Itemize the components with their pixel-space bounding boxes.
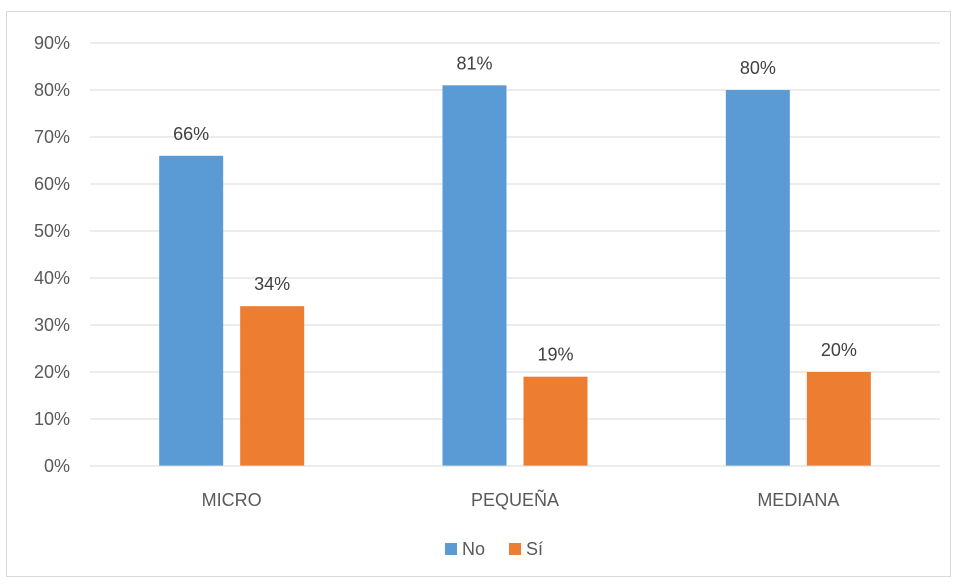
- data-label: 81%: [456, 53, 492, 73]
- legend-swatch-no: [445, 543, 457, 555]
- y-tick-label: 20%: [34, 362, 70, 382]
- bar-no: [725, 90, 790, 466]
- bar-no: [159, 155, 224, 467]
- bar-si: [806, 372, 871, 466]
- y-axis: 0% 10% 20% 30% 40% 50% 60% 70% 80% 90%: [34, 33, 70, 476]
- y-tick-label: 30%: [34, 315, 70, 335]
- x-axis: MICRO PEQUEÑA MEDIANA: [90, 465, 940, 510]
- data-label: 34%: [254, 274, 290, 294]
- x-tick-label: MEDIANA: [757, 490, 839, 510]
- bar-si: [523, 376, 588, 466]
- y-tick-label: 70%: [34, 127, 70, 147]
- y-tick-label: 40%: [34, 268, 70, 288]
- y-tick-label: 0%: [44, 456, 70, 476]
- legend-swatch-si: [509, 543, 521, 555]
- y-tick-label: 10%: [34, 409, 70, 429]
- bar-si: [240, 306, 305, 466]
- data-label: 20%: [821, 340, 857, 360]
- y-tick-label: 60%: [34, 174, 70, 194]
- legend: No Sí: [445, 539, 543, 559]
- data-label: 66%: [173, 124, 209, 144]
- data-label: 80%: [740, 58, 776, 78]
- y-tick-label: 50%: [34, 221, 70, 241]
- legend-label-si: Sí: [526, 539, 543, 559]
- bars: 66% 34% 81% 19% 80% 20%: [159, 53, 871, 467]
- y-tick-label: 90%: [34, 33, 70, 53]
- bar-no: [442, 85, 507, 467]
- legend-label-no: No: [462, 539, 485, 559]
- x-tick-label: MICRO: [202, 490, 262, 510]
- y-tick-label: 80%: [34, 80, 70, 100]
- x-tick-label: PEQUEÑA: [471, 489, 559, 510]
- data-label: 19%: [537, 345, 573, 365]
